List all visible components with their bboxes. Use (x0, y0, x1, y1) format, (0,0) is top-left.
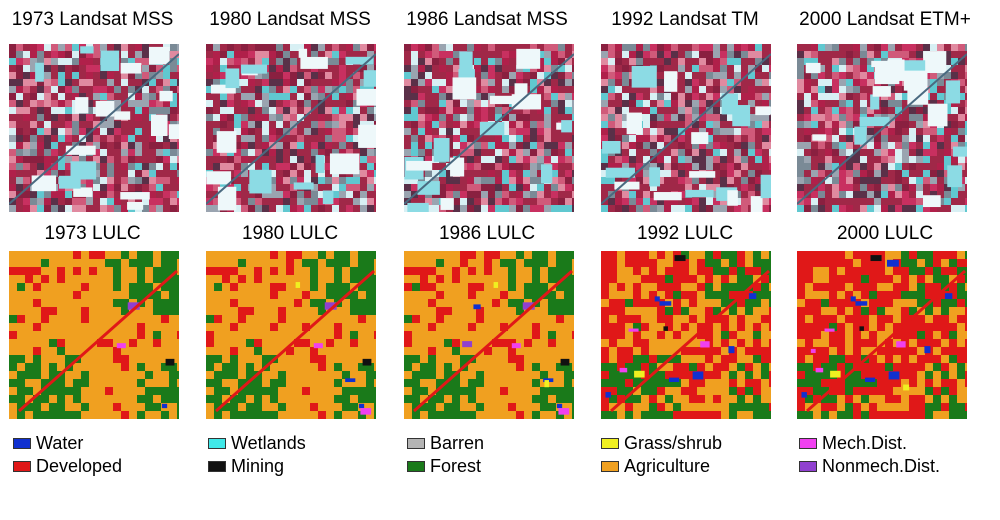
landsat-image-1973 (9, 44, 179, 212)
legend-swatch-wetlands (208, 437, 226, 449)
landsat-image-1973-svg (9, 44, 179, 212)
legend-label-developed: Developed (36, 455, 123, 476)
legend-label-forest: Forest (430, 455, 482, 476)
landsat-image-1980-svg (206, 44, 376, 212)
legend-item-nonmech-dist: Nonmech.Dist. (799, 455, 940, 477)
lulc-map-1980-svg (206, 251, 376, 419)
legend-item-mech-dist: Mech.Dist. (799, 432, 907, 454)
lulc-map-2000 (797, 251, 967, 419)
legend-label-agriculture: Agriculture (624, 455, 711, 476)
legend-item-mining: Mining (208, 455, 284, 477)
legend-swatch-water (13, 437, 31, 449)
lulc-title-1980: 1980 LULC (241, 223, 339, 244)
legend-swatch-developed (13, 460, 31, 472)
lulc-map-1986-svg (404, 251, 574, 419)
legend-swatch-grass-shrub (601, 437, 619, 449)
lulc-map-1992 (601, 251, 771, 419)
legend-item-developed: Developed (13, 455, 122, 477)
legend-swatch-forest (407, 460, 425, 472)
landsat-image-1986 (404, 44, 574, 212)
legend-swatch-nonmech-dist (799, 460, 817, 472)
image-title-1980: 1980 Landsat MSS (209, 9, 371, 30)
landsat-image-1980 (206, 44, 376, 212)
image-title-1986: 1986 Landsat MSS (406, 9, 568, 30)
lulc-title-1973: 1973 LULC (44, 223, 141, 244)
image-title-1992: 1992 Landsat TM (611, 9, 759, 30)
legend-swatch-barren (407, 437, 425, 449)
legend-item-forest: Forest (407, 455, 481, 477)
legend-label-water: Water (36, 432, 84, 453)
lulc-map-1980 (206, 251, 376, 419)
landsat-image-2000 (797, 44, 967, 212)
legend-item-barren: Barren (407, 432, 484, 454)
landsat-image-1992 (601, 44, 771, 212)
legend-label-wetlands: Wetlands (231, 432, 306, 453)
landsat-image-1986-svg (404, 44, 574, 212)
lulc-title-2000: 2000 LULC (836, 223, 934, 244)
lulc-map-1986 (404, 251, 574, 419)
lulc-title-1992: 1992 LULC (636, 223, 734, 244)
lulc-map-1973 (9, 251, 179, 419)
legend-label-nonmech-dist: Nonmech.Dist. (822, 455, 941, 476)
legend-item-wetlands: Wetlands (208, 432, 306, 454)
lulc-title-1986: 1986 LULC (438, 223, 536, 244)
landsat-image-1992-svg (601, 44, 771, 212)
legend-label-grass-shrub: Grass/shrub (624, 432, 723, 453)
image-title-1973: 1973 Landsat MSS (11, 9, 174, 30)
lulc-map-1973-svg (9, 251, 179, 419)
legend-item-water: Water (13, 432, 83, 454)
image-title-2000: 2000 Landsat ETM+ (799, 9, 971, 30)
legend-swatch-mining (208, 460, 226, 472)
legend-swatch-agriculture (601, 460, 619, 472)
legend-swatch-mech-dist (799, 437, 817, 449)
legend-label-mining: Mining (231, 455, 285, 476)
legend-item-agriculture: Agriculture (601, 455, 710, 477)
legend-label-mech-dist: Mech.Dist. (822, 432, 908, 453)
legend-label-barren: Barren (430, 432, 485, 453)
lulc-map-1992-svg (601, 251, 771, 419)
landsat-image-2000-svg (797, 44, 967, 212)
lulc-map-2000-svg (797, 251, 967, 419)
legend-item-grass-shrub: Grass/shrub (601, 432, 722, 454)
